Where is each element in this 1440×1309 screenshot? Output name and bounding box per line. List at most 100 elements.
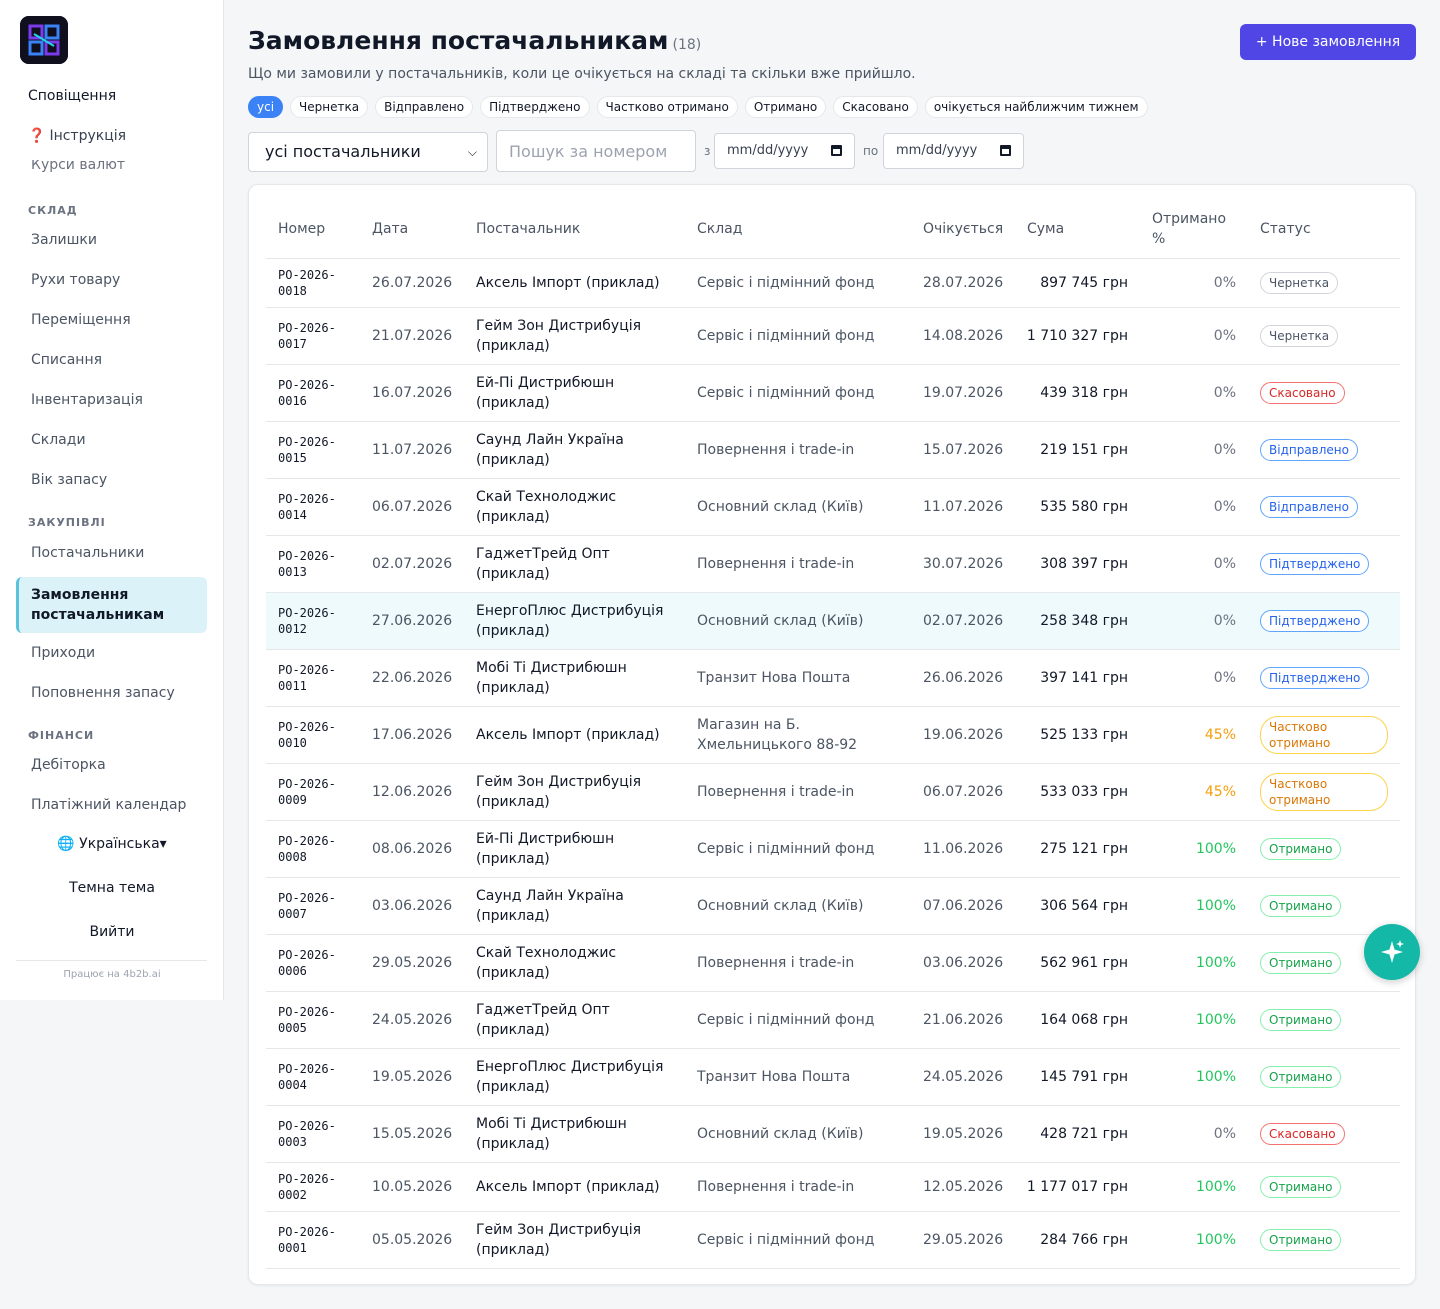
col-status[interactable]: Статус	[1260, 221, 1311, 237]
order-expected: 07.06.2026	[923, 898, 1004, 914]
table-row[interactable]: PO-2026-0007 03.06.2026 Саунд Лайн Україна…	[266, 878, 1400, 935]
sidebar-item-supplier-orders[interactable]: Замовлення постачальникам	[16, 577, 207, 633]
table-row[interactable]: PO-2026-0015 11.07.2026 Саунд Лайн Україна…	[266, 422, 1400, 479]
order-number[interactable]: PO-2026-0011	[278, 663, 336, 693]
table-row[interactable]: PO-2026-0002 10.05.2026 Аксель Імпорт (при…	[266, 1163, 1400, 1212]
dark-theme-toggle[interactable]: Темна тема	[69, 880, 155, 896]
chip-received[interactable]: Отримано	[744, 96, 827, 118]
order-number[interactable]: PO-2026-0006	[278, 948, 336, 978]
sidebar-item-stock-age[interactable]: Вік запасу	[31, 472, 108, 488]
table-row[interactable]: PO-2026-0012 27.06.2026 ЕнергоПлюс Дистриб…	[266, 593, 1400, 650]
col-date[interactable]: Дата	[372, 221, 409, 237]
table-row[interactable]: PO-2026-0001 05.05.2026 Гейм Зон Дистрибуц…	[266, 1212, 1400, 1269]
order-number[interactable]: PO-2026-0008	[278, 834, 336, 864]
sidebar-item-writeoffs[interactable]: Списання	[31, 352, 103, 368]
order-warehouse: Транзит Нова Пошта	[697, 670, 851, 686]
date-to-input[interactable]: mm/dd/yyyy	[883, 133, 1024, 169]
table-row[interactable]: PO-2026-0010 17.06.2026 Аксель Імпорт (при…	[266, 707, 1400, 764]
order-sum: 428 721 грн	[1040, 1126, 1128, 1142]
status-badge: Підтверджено	[1260, 553, 1370, 575]
status-badge: Відправлено	[1260, 439, 1358, 461]
chip-cancelled[interactable]: Скасовано	[833, 96, 918, 118]
sidebar-item-payment-calendar[interactable]: Платіжний календар	[31, 797, 187, 813]
language-selector[interactable]: 🌐 Українська▾	[57, 836, 167, 852]
order-number[interactable]: PO-2026-0005	[278, 1005, 336, 1035]
col-warehouse[interactable]: Склад	[697, 221, 743, 237]
order-expected: 11.07.2026	[923, 499, 1004, 515]
col-received[interactable]: Отримано %	[1152, 211, 1227, 247]
order-expected: 11.06.2026	[923, 841, 1004, 857]
chip-sent[interactable]: Відправлено	[375, 96, 474, 118]
calendar-icon[interactable]	[831, 145, 842, 156]
sidebar-item-instruction[interactable]: ❓ Інструкція	[28, 128, 126, 144]
sidebar-item-suppliers[interactable]: Постачальники	[31, 545, 145, 561]
order-number[interactable]: PO-2026-0014	[278, 492, 336, 522]
chip-next-week[interactable]: очікується найближчим тижнем	[924, 96, 1148, 118]
app-logo[interactable]	[20, 16, 68, 64]
order-date: 10.05.2026	[372, 1179, 453, 1195]
order-number[interactable]: PO-2026-0017	[278, 321, 336, 351]
table-row[interactable]: PO-2026-0014 06.07.2026 Скай Технолоджис (…	[266, 479, 1400, 536]
ai-assistant-button[interactable]	[1364, 924, 1420, 980]
col-supplier[interactable]: Постачальник	[476, 221, 581, 237]
order-number[interactable]: PO-2026-0012	[278, 606, 336, 636]
order-supplier: Ей-Пі Дистрибюшн (приклад)	[476, 375, 615, 411]
chip-all[interactable]: усі	[248, 96, 284, 118]
supplier-select[interactable]: усі постачальники ⌵	[248, 132, 488, 172]
order-number[interactable]: PO-2026-0003	[278, 1119, 336, 1149]
order-date: 19.05.2026	[372, 1069, 453, 1085]
table-row[interactable]: PO-2026-0016 16.07.2026 Ей-Пі Дистрибюшн (…	[266, 365, 1400, 422]
table-row[interactable]: PO-2026-0018 26.07.2026 Аксель Імпорт (при…	[266, 259, 1400, 308]
chip-confirmed[interactable]: Підтверджено	[480, 96, 590, 118]
order-received-pct: 0%	[1213, 613, 1236, 629]
order-number[interactable]: PO-2026-0002	[278, 1172, 336, 1202]
table-row[interactable]: PO-2026-0013 02.07.2026 ГаджетТрейд Опт (п…	[266, 536, 1400, 593]
table-row[interactable]: PO-2026-0004 19.05.2026 ЕнергоПлюс Дистриб…	[266, 1049, 1400, 1106]
table-row[interactable]: PO-2026-0011 22.06.2026 Мобі Ті Дистрибюшн…	[266, 650, 1400, 707]
sidebar-item-currency[interactable]: Курси валют	[31, 160, 126, 173]
table-row[interactable]: PO-2026-0006 29.05.2026 Скай Технолоджис (…	[266, 935, 1400, 992]
sidebar-item-receipts[interactable]: Приходи	[31, 645, 96, 661]
order-sum: 562 961 грн	[1040, 955, 1128, 971]
order-number[interactable]: PO-2026-0004	[278, 1062, 336, 1092]
order-number[interactable]: PO-2026-0009	[278, 777, 336, 807]
sidebar-item-notifications[interactable]: Сповіщення	[28, 88, 117, 104]
col-number[interactable]: Номер	[278, 221, 326, 237]
table-row[interactable]: PO-2026-0017 21.07.2026 Гейм Зон Дистрибуц…	[266, 308, 1400, 365]
order-date: 02.07.2026	[372, 556, 453, 572]
order-number[interactable]: PO-2026-0013	[278, 549, 336, 579]
table-row[interactable]: PO-2026-0003 15.05.2026 Мобі Ті Дистрибюшн…	[266, 1106, 1400, 1163]
order-supplier: Мобі Ті Дистрибюшн (приклад)	[476, 1116, 627, 1152]
sidebar-item-replenishment[interactable]: Поповнення запасу	[31, 685, 175, 701]
sidebar-item-inventory[interactable]: Інвентаризація	[31, 392, 143, 408]
order-sum: 535 580 грн	[1040, 499, 1128, 515]
sidebar-item-warehouses[interactable]: Склади	[31, 432, 86, 448]
order-supplier: Гейм Зон Дистрибуція (приклад)	[476, 318, 642, 354]
order-number[interactable]: PO-2026-0015	[278, 435, 336, 465]
col-sum[interactable]: Сума	[1027, 221, 1065, 237]
logout-button[interactable]: Вийти	[89, 924, 135, 940]
chip-draft[interactable]: Чернетка	[290, 96, 369, 118]
table-row[interactable]: PO-2026-0009 12.06.2026 Гейм Зон Дистрибуц…	[266, 764, 1400, 821]
order-number[interactable]: PO-2026-0018	[278, 268, 336, 298]
table-row[interactable]: PO-2026-0008 08.06.2026 Ей-Пі Дистрибюшн (…	[266, 821, 1400, 878]
search-input[interactable]	[496, 130, 696, 172]
status-badge: Чернетка	[1260, 272, 1339, 294]
order-number[interactable]: PO-2026-0001	[278, 1225, 336, 1255]
order-number[interactable]: PO-2026-0007	[278, 891, 336, 921]
sidebar-item-movements[interactable]: Рухи товару	[31, 272, 121, 288]
sidebar-item-stock[interactable]: Залишки	[31, 232, 97, 248]
order-warehouse: Повернення і trade-in	[697, 955, 855, 971]
table-row[interactable]: PO-2026-0005 24.05.2026 ГаджетТрейд Опт (п…	[266, 992, 1400, 1049]
order-number[interactable]: PO-2026-0016	[278, 378, 336, 408]
col-expected[interactable]: Очікується	[923, 221, 1004, 237]
chip-partial[interactable]: Частково отримано	[596, 96, 738, 118]
sidebar-item-receivables[interactable]: Дебіторка	[31, 757, 106, 773]
new-order-button[interactable]: + Нове замовлення	[1240, 24, 1416, 60]
order-number[interactable]: PO-2026-0010	[278, 720, 336, 750]
order-sum: 897 745 грн	[1040, 275, 1128, 291]
sparkles-icon	[1381, 940, 1404, 963]
calendar-icon[interactable]	[1000, 145, 1011, 156]
sidebar-item-transfers[interactable]: Переміщення	[31, 312, 131, 328]
date-from-input[interactable]: mm/dd/yyyy	[714, 133, 855, 169]
